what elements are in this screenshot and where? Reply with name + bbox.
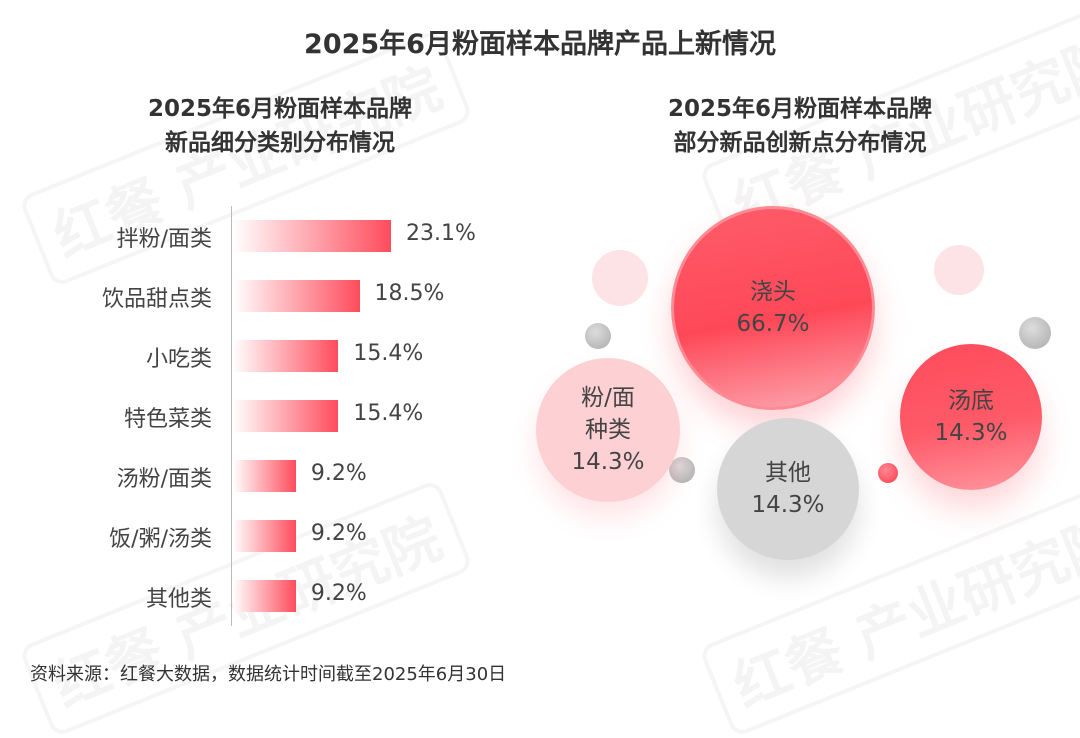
bar bbox=[233, 340, 339, 372]
bar-axis-line bbox=[231, 206, 232, 626]
bar bbox=[233, 580, 296, 612]
decor-bubble bbox=[585, 323, 611, 349]
bubble-other: 其他 14.3% bbox=[717, 418, 859, 560]
bar bbox=[233, 520, 296, 552]
bubble-value: 14.3% bbox=[571, 449, 645, 475]
bar-value-label: 18.5% bbox=[374, 281, 445, 306]
bar-title-line: 2025年6月粉面样本品牌 bbox=[147, 96, 413, 122]
bubble-title-line: 2025年6月粉面样本品牌 bbox=[667, 96, 933, 122]
bar-category-label: 其他类 bbox=[145, 587, 212, 612]
decor-bubble bbox=[1019, 317, 1051, 349]
bar-value-label: 9.2% bbox=[310, 521, 367, 546]
bubble-label: 粉/面 bbox=[581, 385, 635, 411]
bubble-noodle-type: 粉/面 种类 14.3% bbox=[536, 358, 680, 502]
bar bbox=[233, 220, 391, 252]
decor-bubble bbox=[878, 463, 898, 483]
bar-category-label: 特色菜类 bbox=[123, 407, 212, 432]
bubble-label: 浇头 bbox=[750, 279, 796, 305]
page-title: 2025年6月粉面样本品牌产品上新情况 bbox=[304, 29, 776, 60]
decor-bubble bbox=[669, 457, 695, 483]
bubble-label: 其他 bbox=[765, 460, 811, 486]
bubble-toppings: 浇头 66.7% bbox=[671, 206, 875, 410]
source-note: 资料来源：红餐大数据，数据统计时间截至2025年6月30日 bbox=[30, 664, 507, 685]
bar-value-label: 9.2% bbox=[310, 581, 367, 606]
bar-value-label: 9.2% bbox=[310, 461, 367, 486]
bar-title-line: 新品细分类别分布情况 bbox=[165, 130, 395, 156]
bar-category-label: 小吃类 bbox=[145, 347, 212, 372]
bubble-soup-base: 汤底 14.3% bbox=[900, 344, 1042, 490]
bar-chart-title: 2025年6月粉面样本品牌 新品细分类别分布情况 bbox=[100, 92, 460, 160]
bubble-label: 汤底 bbox=[948, 388, 994, 414]
bar bbox=[233, 460, 296, 492]
bubble-value: 14.3% bbox=[751, 492, 825, 518]
bar bbox=[233, 280, 360, 312]
bar-category-label: 饮品甜点类 bbox=[101, 287, 212, 312]
bar-value-label: 15.4% bbox=[353, 341, 424, 366]
bar bbox=[233, 400, 339, 432]
bar-value-label: 15.4% bbox=[353, 401, 424, 426]
bubble-title-line: 部分新品创新点分布情况 bbox=[673, 130, 927, 156]
bubble-value: 66.7% bbox=[736, 311, 810, 337]
bubble-label: 种类 bbox=[585, 417, 631, 443]
bar-category-label: 汤粉/面类 bbox=[116, 467, 212, 492]
bubble-chart-title: 2025年6月粉面样本品牌 部分新品创新点分布情况 bbox=[600, 92, 1000, 160]
bubble-value: 14.3% bbox=[934, 420, 1008, 446]
bar-value-label: 23.1% bbox=[406, 221, 476, 246]
decor-bubble bbox=[934, 245, 984, 295]
bar-category-label: 拌粉/面类 bbox=[116, 227, 212, 252]
decor-bubble bbox=[592, 250, 648, 306]
bar-category-label: 饭/粥/汤类 bbox=[109, 527, 212, 552]
